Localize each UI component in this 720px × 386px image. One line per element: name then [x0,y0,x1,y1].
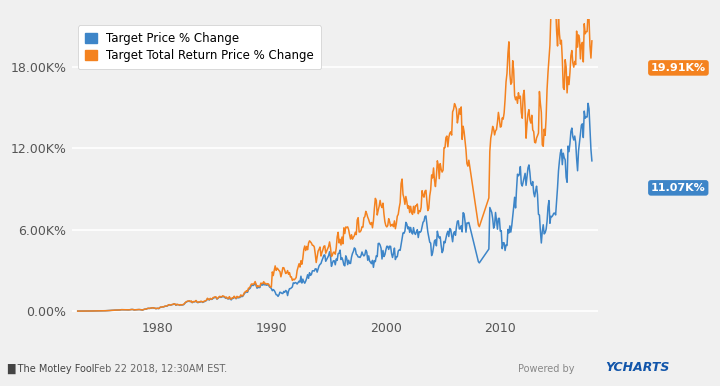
Text: 19.91K%: 19.91K% [651,63,706,73]
Legend: Target Price % Change, Target Total Return Price % Change: Target Price % Change, Target Total Retu… [78,25,321,69]
Text: 11.07K%: 11.07K% [651,183,706,193]
Text: Powered by: Powered by [518,364,575,374]
Text: █ The Motley Fool.: █ The Motley Fool. [7,364,98,374]
Text: YCHARTS: YCHARTS [605,361,669,374]
Text: Feb 22 2018, 12:30AM EST.: Feb 22 2018, 12:30AM EST. [94,364,227,374]
